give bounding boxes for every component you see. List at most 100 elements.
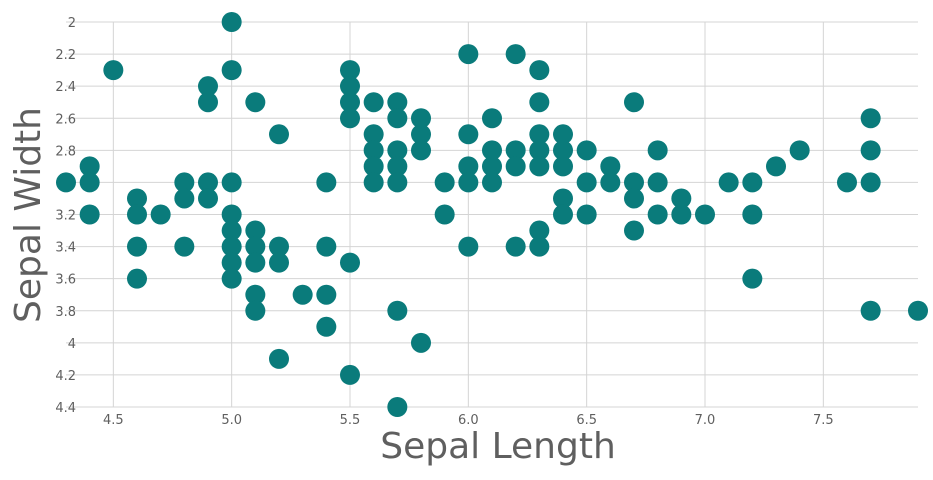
scatter-point bbox=[505, 140, 526, 161]
scatter-point bbox=[671, 188, 692, 209]
y-tick-label: 2 bbox=[68, 16, 76, 31]
scatter-point bbox=[56, 172, 76, 193]
scatter-point bbox=[624, 188, 644, 209]
scatter-point bbox=[221, 252, 242, 273]
scatter-point bbox=[742, 204, 763, 225]
y-tick-label: 4.2 bbox=[55, 369, 76, 384]
scatter-point bbox=[482, 156, 502, 177]
scatter-point bbox=[127, 236, 147, 257]
scatter-point bbox=[505, 236, 526, 257]
scatter-point bbox=[505, 44, 526, 65]
scatter-point bbox=[174, 236, 195, 257]
scatter-point bbox=[529, 220, 550, 241]
scatter-point bbox=[411, 124, 431, 145]
scatter-point bbox=[505, 156, 526, 177]
scatter-point bbox=[245, 300, 266, 321]
scatter-point bbox=[553, 124, 573, 145]
scatter-point bbox=[387, 172, 408, 193]
scatter-point bbox=[198, 92, 218, 113]
scatter-point bbox=[860, 140, 881, 161]
scatter-point bbox=[529, 124, 550, 145]
y-tick-label: 4 bbox=[68, 337, 76, 352]
scatter-point bbox=[860, 172, 881, 193]
scatter-point bbox=[789, 140, 810, 161]
scatter-point bbox=[860, 108, 881, 129]
scatter-point bbox=[529, 156, 550, 177]
scatter-point bbox=[695, 204, 715, 225]
scatter-point bbox=[316, 172, 337, 193]
x-tick-label: 5.5 bbox=[340, 413, 361, 428]
horizontal-gridlines bbox=[66, 21, 918, 408]
scatter-point bbox=[553, 204, 573, 225]
y-axis-tick-labels: 22.22.42.62.833.23.43.63.844.24.4 bbox=[55, 16, 76, 416]
y-tick-label: 2.6 bbox=[55, 112, 76, 127]
y-tick-label: 2.2 bbox=[55, 48, 76, 63]
scatter-point bbox=[458, 124, 479, 145]
scatter-point bbox=[127, 268, 147, 289]
scatter-point bbox=[292, 284, 313, 305]
scatter-point bbox=[363, 140, 384, 161]
scatter-point bbox=[103, 60, 124, 81]
scatter-point bbox=[553, 140, 573, 161]
scatter-point bbox=[458, 156, 479, 177]
scatter-point bbox=[316, 284, 337, 305]
scatter-point bbox=[742, 268, 763, 289]
scatter-point bbox=[624, 172, 644, 193]
scatter-point bbox=[458, 236, 479, 257]
scatter-point bbox=[742, 172, 763, 193]
y-tick-label: 3.8 bbox=[55, 305, 76, 320]
scatter-point bbox=[198, 188, 218, 209]
scatter-point bbox=[482, 140, 502, 161]
scatter-point bbox=[576, 140, 597, 161]
scatter-point bbox=[363, 92, 384, 113]
scatter-point bbox=[221, 204, 242, 225]
scatter-point bbox=[221, 268, 242, 289]
scatter-point bbox=[174, 188, 195, 209]
scatter-point bbox=[600, 172, 621, 193]
x-tick-label: 7.5 bbox=[813, 413, 834, 428]
scatter-point bbox=[269, 348, 289, 369]
y-tick-label: 4.4 bbox=[55, 401, 76, 416]
scatter-point bbox=[198, 76, 218, 97]
scatter-point bbox=[434, 204, 455, 225]
scatter-point bbox=[458, 172, 479, 193]
scatter-point bbox=[647, 172, 668, 193]
scatter-point bbox=[860, 300, 881, 321]
scatter-point bbox=[411, 332, 431, 353]
scatter-point bbox=[221, 60, 242, 81]
scatter-point bbox=[127, 204, 147, 225]
scatter-point bbox=[482, 108, 502, 129]
scatter-point bbox=[340, 252, 360, 273]
scatter-point bbox=[198, 172, 218, 193]
scatter-point bbox=[269, 124, 289, 145]
y-axis-title: Sepal Width bbox=[8, 107, 49, 323]
scatter-point bbox=[245, 236, 266, 257]
scatter-point bbox=[340, 364, 360, 385]
scatter-point bbox=[79, 172, 100, 193]
scatter-point bbox=[387, 397, 408, 417]
scatter-point bbox=[79, 204, 100, 225]
scatter-point bbox=[340, 76, 360, 97]
x-tick-label: 7.0 bbox=[695, 413, 716, 428]
scatter-point bbox=[908, 300, 928, 321]
scatter-point bbox=[245, 252, 266, 273]
scatter-point bbox=[482, 172, 502, 193]
scatter-point bbox=[411, 108, 431, 129]
scatter-point bbox=[411, 140, 431, 161]
y-tick-label: 3.4 bbox=[55, 241, 76, 256]
scatter-point bbox=[363, 124, 384, 145]
y-tick-label: 2.4 bbox=[55, 80, 76, 95]
scatter-point bbox=[671, 204, 692, 225]
scatter-point bbox=[434, 172, 455, 193]
scatter-point bbox=[647, 204, 668, 225]
scatter-point bbox=[529, 92, 550, 113]
scatter-point bbox=[245, 220, 266, 241]
scatter-point bbox=[576, 204, 597, 225]
scatter-point bbox=[529, 140, 550, 161]
scatter-point bbox=[553, 188, 573, 209]
scatter-point bbox=[221, 12, 242, 32]
scatter-point bbox=[576, 172, 597, 193]
scatter-point bbox=[269, 236, 289, 257]
scatter-point bbox=[647, 140, 668, 161]
